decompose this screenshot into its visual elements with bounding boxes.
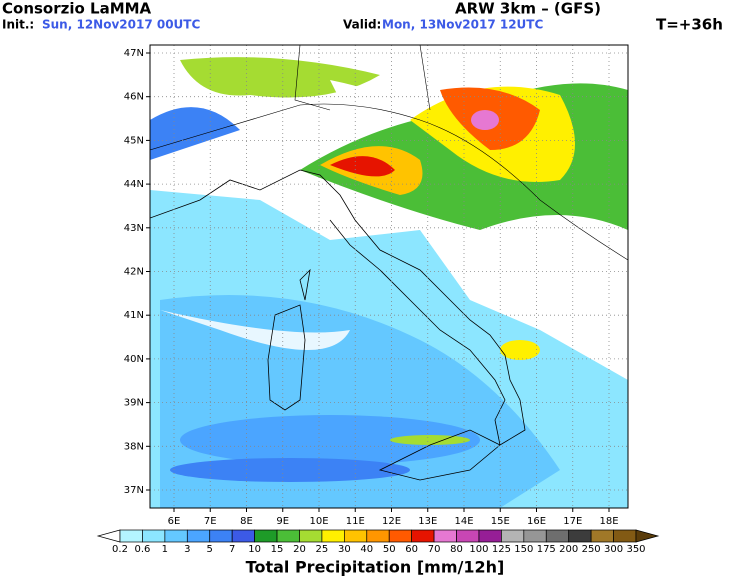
lat-label: 47N: [124, 48, 144, 59]
colorbar-label: 15: [271, 544, 284, 555]
colorbar-box: [164, 529, 188, 543]
colorbar-label: 10: [248, 544, 261, 555]
lat-label: 40N: [124, 354, 144, 365]
colorbar-box: [388, 529, 413, 543]
map-frame: [149, 44, 629, 509]
colorbar-label: 200: [559, 544, 578, 555]
lon-label: 18E: [599, 516, 618, 527]
colorbar-box: [321, 529, 345, 543]
colorbar-title: Total Precipitation [mm/12h]: [246, 558, 505, 577]
colorbar-box: [478, 529, 502, 543]
colorbar-box: [545, 529, 570, 543]
colorbar-label: 0.6: [134, 544, 150, 555]
colorbar-box: [523, 529, 547, 543]
lon-label: 10E: [309, 516, 328, 527]
lon-label: 13E: [418, 516, 437, 527]
lat-label: 43N: [124, 223, 144, 234]
colorbar-label: 50: [383, 544, 396, 555]
lat-label: 44N: [124, 179, 144, 190]
lat-label: 42N: [124, 267, 144, 278]
colorbar-label: 30: [338, 544, 351, 555]
colorbar-box: [613, 529, 637, 543]
lon-label: 9E: [276, 516, 289, 527]
lat-label: 41N: [124, 310, 144, 321]
valid-time: Mon, 13Nov2017 12UTC: [382, 18, 543, 32]
lon-label: 15E: [491, 516, 510, 527]
colorbar-label: 0.2: [112, 544, 128, 555]
colorbar-label: 100: [469, 544, 488, 555]
lat-label: 37N: [124, 485, 144, 496]
colorbar-label: 125: [492, 544, 511, 555]
colorbar-box: [254, 529, 278, 543]
colorbar-label: 300: [604, 544, 623, 555]
colorbar-label: 70: [428, 544, 441, 555]
colorbar-label: 350: [626, 544, 645, 555]
colorbar-high-arrow: [635, 529, 660, 543]
colorbar-box: [590, 529, 614, 543]
colorbar-box: [568, 529, 592, 543]
lead-time: T=+36h: [656, 16, 723, 34]
lon-label: 16E: [527, 516, 546, 527]
colorbar-box: [142, 529, 166, 543]
lon-label: 14E: [454, 516, 473, 527]
colorbar-low-arrow: [96, 529, 121, 543]
colorbar-label: 3: [184, 544, 190, 555]
lon-label: 17E: [563, 516, 582, 527]
model: ARW 3km – (GFS): [455, 0, 601, 18]
valid-label: Valid:: [343, 18, 381, 32]
colorbar-label: 20: [293, 544, 306, 555]
precip-field: [150, 45, 628, 508]
colorbar-box: [501, 529, 525, 543]
colorbar-box: [411, 529, 435, 543]
colorbar-label: 250: [582, 544, 601, 555]
lon-label: 8E: [240, 516, 253, 527]
colorbar-box: [343, 529, 368, 543]
colorbar-box: [276, 529, 300, 543]
init-label: Init.:: [2, 18, 34, 32]
init-time: Sun, 12Nov2017 00UTC: [42, 18, 200, 32]
title: Consorzio LaMMA: [2, 0, 152, 18]
lat-label: 45N: [124, 135, 144, 146]
lon-label: 7E: [204, 516, 217, 527]
lat-label: 39N: [124, 398, 144, 409]
colorbar-label: 1: [162, 544, 168, 555]
colorbar-box: [299, 529, 323, 543]
colorbar-label: 7: [229, 544, 235, 555]
colorbar-label: 175: [537, 544, 556, 555]
colorbar-box: [186, 529, 211, 543]
colorbar-box: [231, 529, 255, 543]
colorbar-box: [366, 529, 390, 543]
colorbar-label: 150: [514, 544, 533, 555]
colorbar-label: 5: [207, 544, 213, 555]
colorbar-label: 60: [405, 544, 418, 555]
colorbar-label: 25: [316, 544, 329, 555]
lat-label: 38N: [124, 441, 144, 452]
lat-label: 46N: [124, 92, 144, 103]
colorbar-box: [456, 529, 480, 543]
colorbar-box: [119, 529, 143, 543]
colorbar-label: 80: [450, 544, 463, 555]
colorbar-box: [209, 529, 233, 543]
colorbar-box: [433, 529, 457, 543]
lon-label: 11E: [346, 516, 365, 527]
lon-label: 6E: [168, 516, 181, 527]
colorbar-label: 40: [360, 544, 373, 555]
lon-label: 12E: [382, 516, 401, 527]
